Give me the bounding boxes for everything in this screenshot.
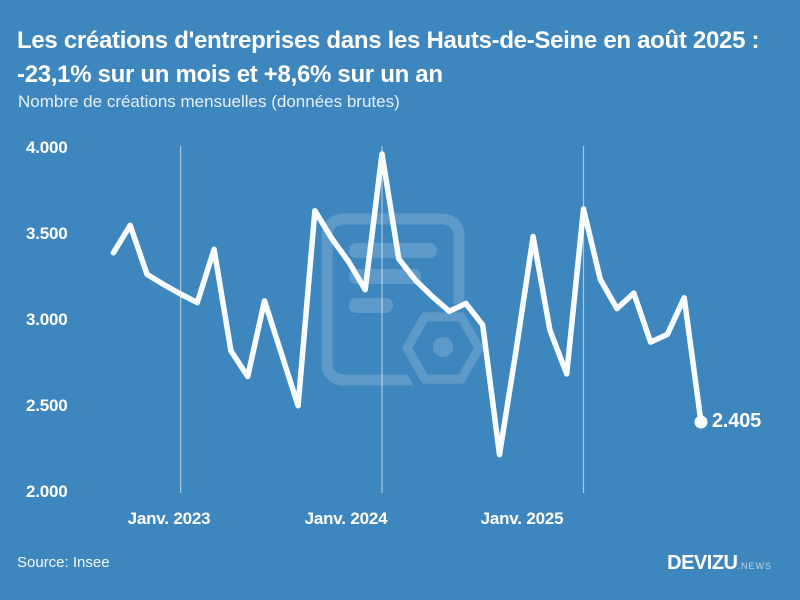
chart-subtitle: Nombre de créations mensuelles (données … bbox=[18, 92, 400, 111]
x-tick-label: Janv. 2023 bbox=[127, 509, 211, 528]
logo-suffix: .NEWS bbox=[737, 561, 772, 571]
y-tick-label: 2.000 bbox=[26, 482, 68, 501]
x-tick-label: Janv. 2025 bbox=[480, 509, 564, 528]
watermark-logo bbox=[321, 213, 494, 393]
chart-title: Les créations d'entreprises dans les Hau… bbox=[17, 27, 760, 88]
y-tick-label: 2.500 bbox=[26, 396, 68, 415]
watermark-text-bar bbox=[349, 243, 437, 258]
watermark-text-bar bbox=[349, 298, 393, 313]
last-point-marker bbox=[694, 415, 708, 429]
source-caption: Source: Insee bbox=[17, 554, 110, 571]
watermark-hexagon-mask bbox=[392, 303, 494, 393]
creations-series-line bbox=[110, 151, 704, 458]
january-gridlines bbox=[180, 146, 585, 493]
watermark-document-frame bbox=[321, 213, 465, 386]
logo-wordmark: DEVIZU bbox=[667, 552, 738, 574]
devizu-logo: DEVIZU .NEWS bbox=[667, 552, 772, 575]
x-tick-label: Janv. 2024 bbox=[304, 509, 388, 528]
watermark-hexagon-dot bbox=[433, 337, 453, 357]
y-tick-label: 3.000 bbox=[26, 310, 68, 329]
y-tick-label: 3.500 bbox=[26, 224, 68, 243]
end-value-label: 2.405 bbox=[712, 410, 762, 432]
watermark-text-bar bbox=[349, 269, 421, 284]
watermark-hexagon-icon bbox=[402, 312, 484, 384]
y-tick-label: 4.000 bbox=[26, 138, 68, 157]
